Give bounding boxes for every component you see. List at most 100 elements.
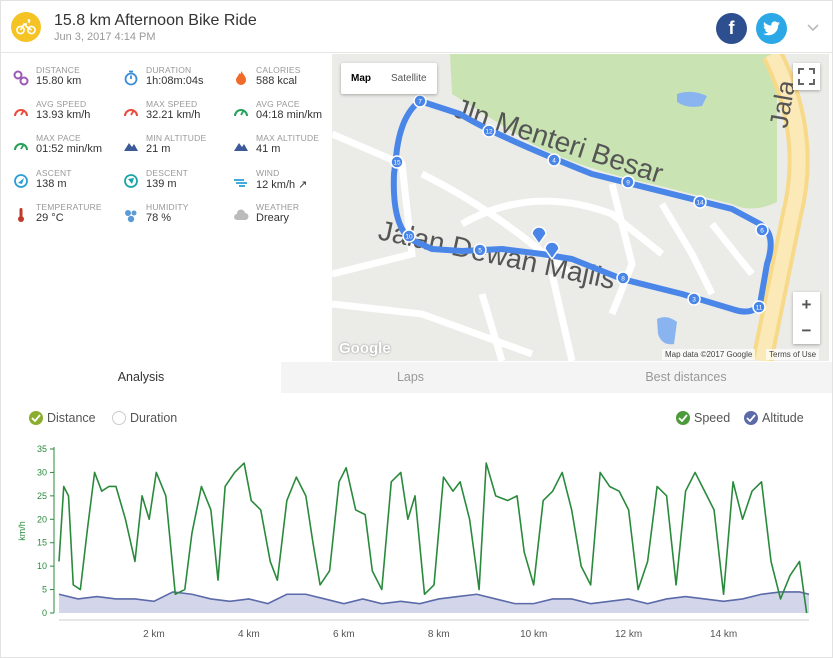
stat-weather: WEATHER Dreary <box>233 202 341 232</box>
route-marker[interactable]: 3 <box>687 292 701 306</box>
route-marker[interactable]: 14 <box>693 195 707 209</box>
map-data-attribution: Map data ©2017 Google <box>662 349 756 360</box>
tab-best-distances[interactable]: Best distances <box>540 362 832 393</box>
twitter-bird-icon <box>763 21 780 36</box>
duration-toggle-label: Duration <box>130 411 178 425</box>
google-logo: Google <box>339 340 391 357</box>
zoom-controls: + − <box>793 292 820 344</box>
compass-up-icon <box>13 173 29 189</box>
route-marker[interactable]: 8 <box>616 271 630 285</box>
route-marker[interactable]: 4 <box>547 153 561 167</box>
stat-label: AVG PACE <box>256 99 300 109</box>
analysis-tabs: Analysis Laps Best distances <box>1 362 832 393</box>
route-marker[interactable]: 11 <box>752 300 766 314</box>
stat-label: MAX SPEED <box>146 99 198 109</box>
stat-value: 41 m <box>256 143 281 155</box>
map-canvas[interactable]: Jln Menteri Besar Jalan Dewan Majlis Jal… <box>332 54 829 361</box>
y-tick-label: 0 <box>42 608 47 618</box>
mountain-icon <box>123 138 139 154</box>
stopwatch-icon <box>123 70 139 86</box>
stat-value: 15.80 km <box>36 75 82 87</box>
stats-panel: DISTANCE 15.80 km DURATION 1h:08m:04s CALORI… <box>1 54 332 361</box>
route-marker[interactable]: 15 <box>390 155 404 169</box>
facebook-share-button[interactable]: f <box>716 13 747 44</box>
x-tick-label: 12 km <box>615 629 642 640</box>
bike-activity-icon <box>11 12 41 42</box>
activity-date: Jun 3, 2017 4:14 PM <box>54 31 156 43</box>
route-marker[interactable]: 9 <box>621 175 635 189</box>
speed-toggle-label: Speed <box>694 411 731 425</box>
x-tick-label: 8 km <box>428 629 450 640</box>
route-marker[interactable]: 7 <box>413 94 427 108</box>
route-marker-label: 9 <box>626 180 630 187</box>
speed-toggle[interactable]: Speed <box>676 410 730 426</box>
stat-label: HUMIDITY <box>146 202 189 212</box>
distance-toggle-label: Distance <box>47 411 96 425</box>
stat-label: MAX PACE <box>36 133 81 143</box>
mountain-icon <box>233 138 249 154</box>
duration-toggle[interactable]: Duration <box>112 410 177 426</box>
stat-label: TEMPERATURE <box>36 202 102 212</box>
speedometer-icon <box>123 104 139 120</box>
terms-of-use-link[interactable]: Terms of Use <box>766 349 820 360</box>
zoom-in-button[interactable]: + <box>801 295 812 314</box>
droplets-icon <box>123 207 139 223</box>
check-icon <box>29 411 43 425</box>
stat-value: 139 m <box>146 178 177 190</box>
route-marker[interactable]: 10 <box>402 229 416 243</box>
end-pin-icon[interactable] <box>544 241 560 261</box>
start-pin-icon[interactable] <box>531 226 547 246</box>
route-marker-label: 15 <box>393 160 401 167</box>
stat-label: WIND <box>256 168 280 178</box>
altitude-toggle[interactable]: Altitude <box>744 410 804 426</box>
thermometer-icon <box>13 207 29 223</box>
speed-altitude-chart[interactable]: 0 5 10 15 20 25 30 35 km/h 2 km 4 km 6 km 8 km 10 km 1… <box>1 431 832 657</box>
stat-label: DISTANCE <box>36 65 80 75</box>
route-marker[interactable]: 12 <box>482 124 496 138</box>
stat-label: MIN ALTITUDE <box>146 133 207 143</box>
lake <box>657 317 677 345</box>
tab-laps[interactable]: Laps <box>281 362 540 393</box>
stat-value: 04:18 min/km <box>256 109 323 121</box>
y-tick-label: 10 <box>37 561 47 571</box>
route-marker-label: 6 <box>760 228 764 235</box>
stat-max-pace: MAX PACE 01:52 min/km <box>13 133 121 163</box>
cloud-icon <box>233 207 249 223</box>
twitter-share-button[interactable] <box>756 13 787 44</box>
stat-min-altitude: MIN ALTITUDE 21 m <box>123 133 231 163</box>
fullscreen-button[interactable] <box>793 63 820 90</box>
stat-value: 1h:08m:04s <box>146 75 204 87</box>
map-type-map-button[interactable]: Map <box>351 73 371 84</box>
stat-ascent: ASCENT 138 m <box>13 168 121 198</box>
check-icon <box>676 411 690 425</box>
stat-distance: DISTANCE 15.80 km <box>13 65 121 95</box>
route-map[interactable]: Jln Menteri Besar Jalan Dewan Majlis Jal… <box>332 54 829 361</box>
route-marker-label: 10 <box>405 234 413 241</box>
stat-value: 138 m <box>36 178 67 190</box>
stat-temperature: TEMPERATURE 29 °C <box>13 202 121 232</box>
route-marker[interactable]: 6 <box>755 223 769 237</box>
map-type-satellite-button[interactable]: Satellite <box>391 73 427 84</box>
route-marker-label: 11 <box>756 305 763 312</box>
stat-avg-speed: AVG SPEED 13.93 km/h <box>13 99 121 129</box>
chevron-down-icon[interactable] <box>804 18 822 36</box>
distance-toggle[interactable]: Distance <box>29 410 96 426</box>
tab-analysis[interactable]: Analysis <box>1 362 281 393</box>
route-marker[interactable]: 5 <box>473 243 487 257</box>
x-tick-label: 6 km <box>333 629 355 640</box>
wind-icon <box>233 173 249 189</box>
stat-value: 21 m <box>146 143 171 155</box>
x-tick-label: 2 km <box>143 629 165 640</box>
stat-max-speed: MAX SPEED 32.21 km/h <box>123 99 231 129</box>
route-marker-label: 3 <box>692 297 696 304</box>
y-tick-label: 25 <box>37 491 47 501</box>
map-type-toggle: Map Satellite <box>341 63 437 94</box>
y-axis-label: km/h <box>17 521 27 541</box>
x-tick-label: 10 km <box>520 629 547 640</box>
y-tick-label: 20 <box>37 514 47 524</box>
stat-value: 01:52 min/km <box>36 143 103 155</box>
fullscreen-icon <box>798 68 815 85</box>
activity-title: 15.8 km Afternoon Bike Ride <box>54 12 257 29</box>
zoom-out-button[interactable]: − <box>801 321 812 340</box>
